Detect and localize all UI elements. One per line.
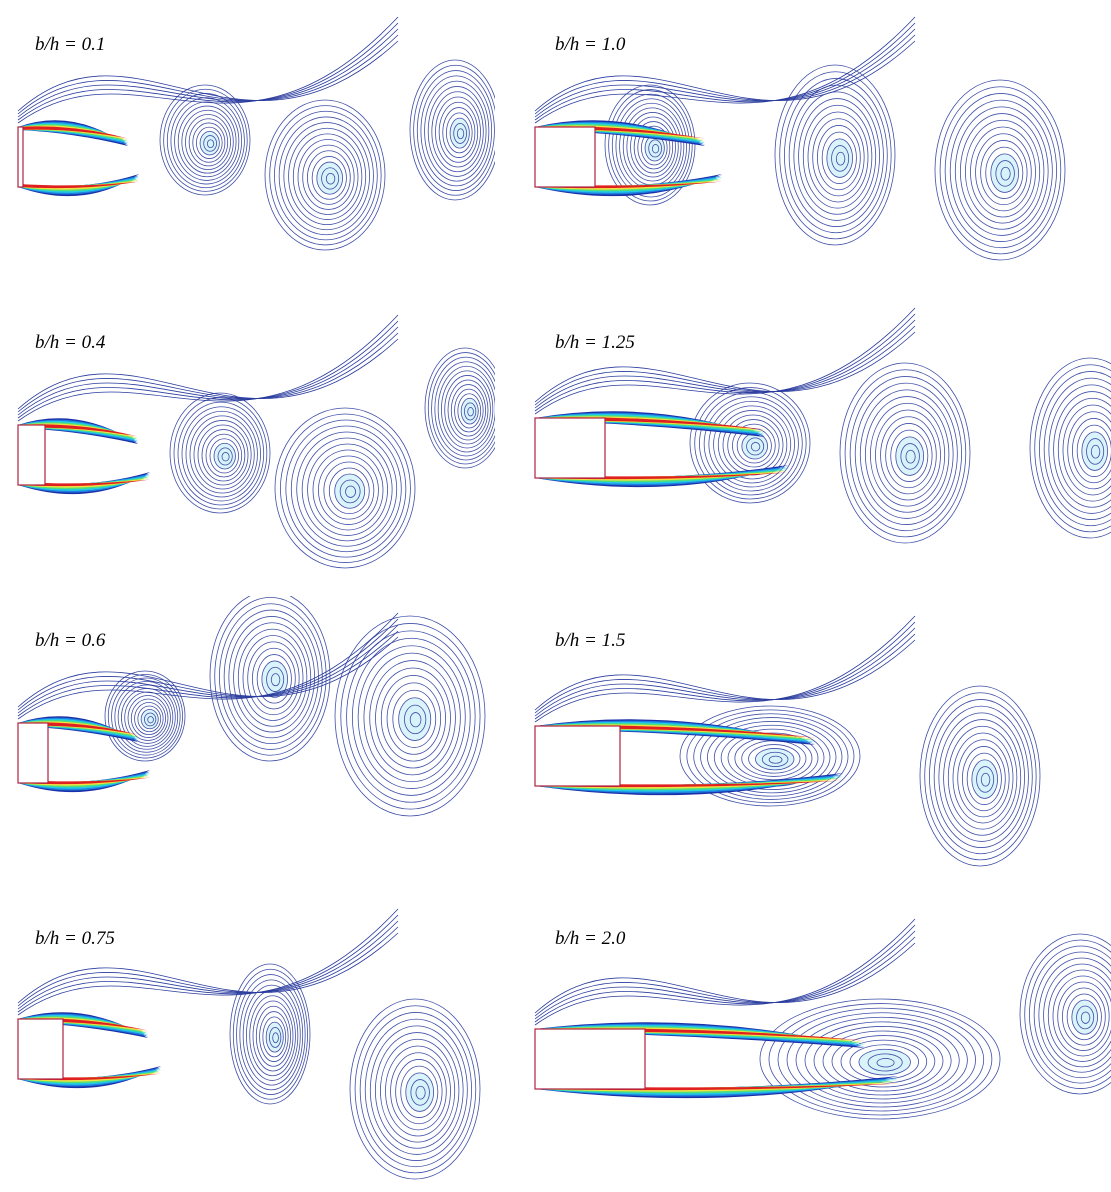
contour bbox=[877, 1058, 894, 1067]
panel-label: b/h = 1.25 bbox=[555, 332, 635, 353]
bluff-body bbox=[18, 1019, 63, 1079]
contour bbox=[1001, 167, 1010, 180]
panel-label: b/h = 0.4 bbox=[35, 332, 106, 353]
contour bbox=[416, 1086, 425, 1099]
panel-label: b/h = 0.1 bbox=[35, 34, 105, 55]
contour bbox=[906, 450, 915, 463]
contour bbox=[769, 756, 782, 763]
contour bbox=[1091, 445, 1100, 458]
panel: b/h = 1.5 bbox=[535, 616, 1040, 866]
contour bbox=[346, 486, 356, 497]
bluff-body bbox=[535, 127, 595, 187]
contour bbox=[222, 452, 229, 461]
panel-label: b/h = 0.75 bbox=[35, 928, 115, 949]
contour bbox=[207, 140, 213, 148]
figure: b/h = 0.1 b/h = 0.4 b/h = 0.6 b/h = 0.75 b/h… bbox=[0, 0, 1111, 1192]
contour bbox=[652, 144, 658, 153]
bluff-body bbox=[18, 425, 45, 485]
contour bbox=[468, 407, 474, 416]
contour bbox=[271, 674, 280, 686]
panel: b/h = 1.25 bbox=[535, 308, 1111, 543]
panel-label: b/h = 2.0 bbox=[555, 928, 626, 949]
panel: b/h = 0.1 bbox=[18, 17, 500, 250]
bluff-body bbox=[18, 723, 48, 783]
contour bbox=[410, 713, 421, 727]
panel: b/h = 2.0 bbox=[535, 919, 1111, 1119]
contour bbox=[326, 173, 335, 184]
contour bbox=[1081, 1012, 1090, 1023]
bluff-body bbox=[18, 127, 23, 187]
contour bbox=[535, 314, 915, 411]
contour bbox=[836, 152, 845, 165]
bluff-body bbox=[535, 726, 620, 786]
contour bbox=[981, 773, 990, 786]
contour bbox=[751, 442, 760, 451]
panel: b/h = 0.75 bbox=[18, 909, 480, 1179]
bluff-body bbox=[535, 418, 605, 478]
contour bbox=[148, 717, 154, 723]
panel: b/h = 0.6 bbox=[18, 591, 485, 816]
panel: b/h = 1.0 bbox=[535, 17, 1065, 260]
panel-label: b/h = 1.5 bbox=[555, 630, 625, 651]
contour bbox=[273, 1033, 279, 1043]
panel-label: b/h = 0.6 bbox=[35, 630, 106, 651]
contour bbox=[457, 129, 463, 139]
panel: b/h = 0.4 bbox=[18, 315, 505, 568]
panel-label: b/h = 1.0 bbox=[555, 34, 626, 55]
bluff-body bbox=[535, 1029, 645, 1089]
